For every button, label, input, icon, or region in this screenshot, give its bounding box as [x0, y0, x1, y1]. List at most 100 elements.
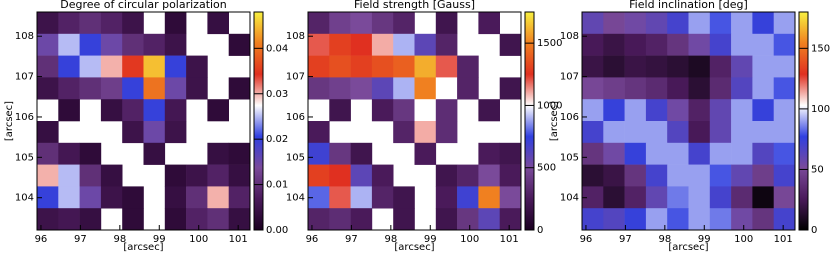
y-tick-label: 108	[15, 31, 34, 42]
heat-cell	[731, 186, 753, 209]
heat-cell	[393, 33, 415, 56]
heat-cell	[308, 208, 330, 231]
heat-cell	[688, 55, 711, 78]
heat-cell	[603, 12, 625, 35]
heat-cell	[79, 55, 102, 78]
heat-cell	[624, 99, 647, 122]
heat-cell	[709, 12, 732, 35]
x-axis-label: [arcsec]	[394, 242, 434, 253]
y-tick-label: 108	[286, 31, 305, 42]
heat-cell	[731, 121, 753, 144]
x-tick-label: 101	[229, 234, 248, 245]
heat-cell	[752, 121, 774, 144]
heat-cell	[667, 208, 689, 231]
colorbar-tick-label: 0.01	[266, 180, 288, 191]
heat-cell	[100, 33, 123, 56]
heat-cell	[308, 12, 330, 35]
heat-cell	[350, 77, 373, 100]
heat-cell	[414, 33, 437, 56]
heat-cell	[688, 77, 711, 100]
heat-cell	[371, 164, 394, 187]
heat-cell	[228, 164, 251, 187]
heat-cell	[499, 142, 522, 165]
heat-cell	[122, 99, 144, 122]
heat-cell	[435, 77, 458, 100]
heat-cell	[435, 99, 458, 122]
heat-cell	[731, 142, 753, 165]
heat-cell	[58, 142, 80, 165]
heat-cell	[499, 186, 522, 209]
x-tick-label: 96	[306, 234, 319, 245]
plot-frame	[581, 11, 796, 231]
heat-cell	[773, 208, 796, 231]
x-tick-label: 99	[153, 234, 166, 245]
heat-cell	[645, 99, 668, 122]
plot-frame	[36, 11, 251, 231]
heat-cell	[499, 77, 522, 100]
heat-cell	[582, 55, 604, 78]
heat-cell	[100, 12, 123, 35]
heat-cell	[752, 208, 774, 231]
heat-cell	[624, 55, 647, 78]
heat-cell	[624, 121, 647, 144]
heat-cell	[122, 33, 144, 56]
heat-cell	[645, 208, 668, 231]
heat-cell	[688, 33, 711, 56]
heat-cell	[58, 164, 80, 187]
y-tick-label: 108	[560, 31, 579, 42]
heat-cell	[667, 142, 689, 165]
heat-cell	[457, 164, 479, 187]
heat-cell	[624, 33, 647, 56]
heat-cell	[143, 99, 166, 122]
heat-cell	[186, 77, 208, 100]
x-tick-label: 99	[698, 234, 711, 245]
heat-cell	[478, 142, 500, 165]
heat-cell	[308, 121, 330, 144]
heat-cell	[645, 12, 668, 35]
heat-cell	[308, 33, 330, 56]
heat-cell	[435, 12, 458, 35]
heat-cell	[603, 33, 625, 56]
heat-cell	[688, 186, 711, 209]
heat-cell	[122, 12, 144, 35]
heat-cell	[329, 33, 351, 56]
colorbar-tick-label: 0.02	[266, 134, 288, 145]
heat-cell	[58, 33, 80, 56]
heat-cell	[624, 142, 647, 165]
y-tick-label: 107	[15, 72, 34, 83]
heat-cell	[731, 164, 753, 187]
heat-cell	[688, 99, 711, 122]
heat-cell	[773, 55, 796, 78]
y-tick-label: 106	[286, 112, 305, 123]
heat-cell	[393, 208, 415, 231]
heat-cell	[688, 12, 711, 35]
heat-cell	[37, 142, 59, 165]
heat-cell	[688, 142, 711, 165]
x-tick-label: 97	[74, 234, 87, 245]
heat-cell	[207, 142, 229, 165]
y-tick-label: 106	[560, 112, 579, 123]
heat-cell	[752, 164, 774, 187]
heat-cell	[752, 55, 774, 78]
heat-cell	[122, 77, 144, 100]
heat-cell	[709, 186, 732, 209]
heat-cell	[207, 186, 229, 209]
heat-cell	[79, 186, 102, 209]
colorbar-tick-label: 100	[811, 104, 830, 115]
heat-cell	[100, 77, 123, 100]
heat-cell	[709, 99, 732, 122]
heat-cell	[329, 142, 351, 165]
heat-cell	[645, 186, 668, 209]
heat-cell	[667, 77, 689, 100]
heat-cell	[100, 55, 123, 78]
x-tick-label: 96	[35, 234, 48, 245]
heat-cell	[143, 142, 166, 165]
heat-cell	[752, 77, 774, 100]
x-axis-label: [arcsec]	[668, 242, 708, 253]
heat-cell	[624, 77, 647, 100]
heat-cell	[393, 55, 415, 78]
y-axis-label: [arcsec]	[549, 101, 560, 141]
x-tick-label: 98	[384, 234, 397, 245]
heat-cell	[478, 12, 500, 35]
